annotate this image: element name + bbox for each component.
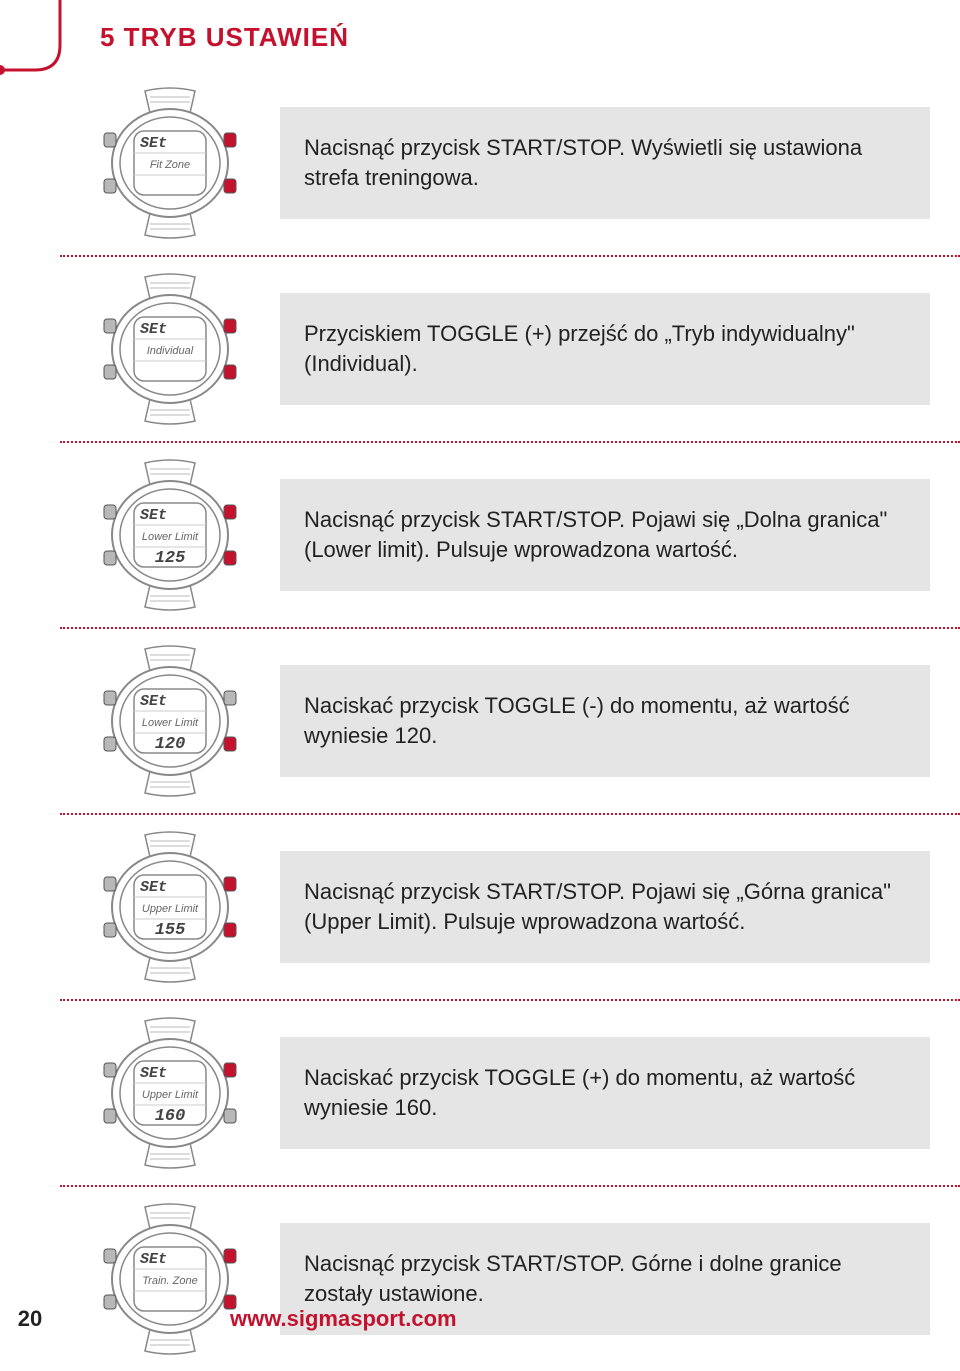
instruction-row: SEt Fit Zone Nacisnąć przycisk START/STO… bbox=[60, 71, 960, 257]
page-footer: 20 www.sigmasport.com bbox=[0, 1306, 960, 1332]
svg-text:SEt: SEt bbox=[140, 879, 167, 896]
instruction-row: SEt Lower Limit 120 Naciskać przycisk TO… bbox=[60, 629, 960, 815]
watch-illustration: SEt Train. Zone bbox=[60, 1199, 280, 1359]
instruction-text: Przyciskiem TOGGLE (+) przejść do „Tryb … bbox=[280, 293, 930, 404]
svg-text:155: 155 bbox=[155, 921, 186, 940]
svg-text:SEt: SEt bbox=[140, 693, 167, 710]
watch-illustration: SEt Upper Limit 160 bbox=[60, 1013, 280, 1173]
svg-text:SEt: SEt bbox=[140, 507, 167, 524]
svg-text:160: 160 bbox=[155, 1107, 186, 1126]
watch-illustration: SEt Upper Limit 155 bbox=[60, 827, 280, 987]
svg-text:Lower Limit: Lower Limit bbox=[142, 717, 199, 729]
instruction-text: Naciskać przycisk TOGGLE (+) do momentu,… bbox=[280, 1037, 930, 1148]
instruction-row: SEt Individual Przyciskiem TOGGLE (+) pr… bbox=[60, 257, 960, 443]
svg-text:120: 120 bbox=[155, 735, 186, 754]
instruction-rows: SEt Fit Zone Nacisnąć przycisk START/STO… bbox=[0, 71, 960, 1371]
instruction-row: SEt Lower Limit 125 Nacisnąć przycisk ST… bbox=[60, 443, 960, 629]
page-title: 5 TRYB USTAWIEŃ bbox=[0, 0, 960, 71]
footer-url: www.sigmasport.com bbox=[60, 1306, 457, 1332]
instruction-row: SEt Train. Zone Nacisnąć przycisk START/… bbox=[60, 1187, 960, 1371]
watch-illustration: SEt Lower Limit 125 bbox=[60, 455, 280, 615]
instruction-text: Naciskać przycisk TOGGLE (-) do momentu,… bbox=[280, 665, 930, 776]
svg-text:Individual: Individual bbox=[147, 345, 194, 357]
svg-text:Fit Zone: Fit Zone bbox=[150, 159, 190, 171]
instruction-row: SEt Upper Limit 160 Naciskać przycisk TO… bbox=[60, 1001, 960, 1187]
instruction-row: SEt Upper Limit 155 Nacisnąć przycisk ST… bbox=[60, 815, 960, 1001]
svg-text:SEt: SEt bbox=[140, 1251, 167, 1268]
instruction-text: Nacisnąć przycisk START/STOP. Wyświetli … bbox=[280, 107, 930, 218]
svg-text:SEt: SEt bbox=[140, 1065, 167, 1082]
instruction-text: Nacisnąć przycisk START/STOP. Pojawi się… bbox=[280, 851, 930, 962]
instruction-text: Nacisnąć przycisk START/STOP. Pojawi się… bbox=[280, 479, 930, 590]
watch-illustration: SEt Individual bbox=[60, 269, 280, 429]
svg-text:SEt: SEt bbox=[140, 321, 167, 338]
svg-text:125: 125 bbox=[155, 549, 186, 568]
svg-text:SEt: SEt bbox=[140, 135, 167, 152]
svg-text:Upper Limit: Upper Limit bbox=[142, 1089, 199, 1101]
svg-text:Lower Limit: Lower Limit bbox=[142, 531, 199, 543]
svg-text:Upper Limit: Upper Limit bbox=[142, 903, 199, 915]
svg-text:Train. Zone: Train. Zone bbox=[142, 1275, 197, 1287]
watch-illustration: SEt Lower Limit 120 bbox=[60, 641, 280, 801]
page-number: 20 bbox=[0, 1306, 60, 1332]
watch-illustration: SEt Fit Zone bbox=[60, 83, 280, 243]
